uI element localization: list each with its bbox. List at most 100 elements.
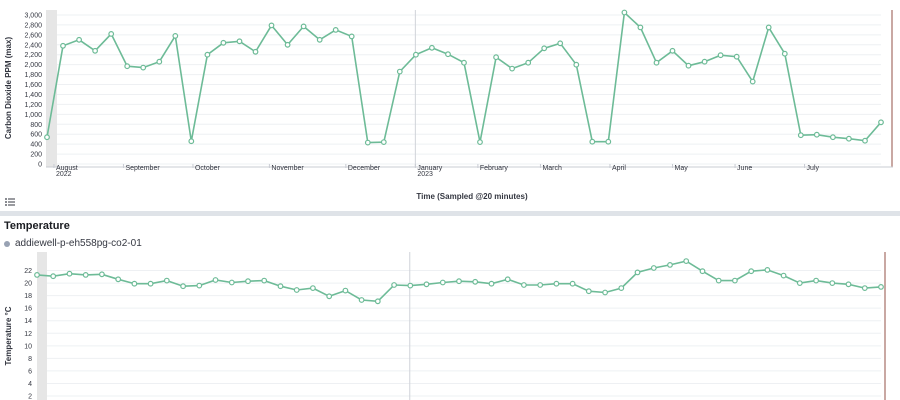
co2-y-tick-label: 2,400 <box>24 42 42 49</box>
co2-data-point <box>316 36 323 43</box>
co2-x-tick-label: December <box>348 165 381 172</box>
temp-data-point <box>861 285 868 291</box>
co2-data-point <box>701 58 708 65</box>
co2-y-tick-label: 2,800 <box>24 22 42 29</box>
co2-data-point <box>733 53 740 60</box>
temperature-chart: 2 4 6 8 10 12 14 16 18 20 22 Temperature °C <box>4 252 886 400</box>
co2-chart: 0 200 400 600 800 1,000 1,200 1,400 1,600 1,800 2,… <box>4 9 893 201</box>
temp-data-point <box>180 283 187 290</box>
co2-series-line <box>46 10 882 144</box>
co2-y-tick-label: 1,400 <box>24 92 42 99</box>
co2-x-tick-year: 2023 <box>417 171 433 178</box>
temp-y-tick-label: 10 <box>24 343 32 350</box>
co2-data-point <box>813 131 820 138</box>
co2-grid <box>47 14 881 165</box>
co2-data-point <box>413 51 419 58</box>
co2-data-point <box>493 54 500 61</box>
co2-x-tick-label: January <box>417 165 442 172</box>
section-divider <box>0 211 900 216</box>
co2-x-tick-label: May <box>675 165 689 172</box>
co2-x-tick-label: September <box>125 165 160 172</box>
co2-data-point <box>188 138 195 145</box>
temp-data-point <box>780 272 787 279</box>
co2-data-point <box>830 134 836 141</box>
co2-data-point <box>252 48 259 55</box>
co2-y-tick-label: 2,000 <box>24 62 42 69</box>
temperature-y-axis-ticks: 2 4 6 8 10 12 14 16 18 20 22 <box>24 268 32 400</box>
temp-data-point <box>439 279 446 286</box>
co2-x-tick-label: April <box>612 165 626 172</box>
co2-data-point <box>44 134 50 141</box>
co2-data-point <box>76 36 82 43</box>
co2-data-point <box>396 68 403 75</box>
temp-data-point <box>764 267 771 273</box>
co2-data-point <box>156 58 163 65</box>
co2-data-point <box>477 139 483 146</box>
temp-data-point <box>796 280 803 286</box>
temp-y-tick-label: 22 <box>24 268 32 275</box>
co2-data-point <box>332 27 339 33</box>
temperature-right-edge <box>884 252 886 400</box>
temp-y-tick-label: 2 <box>28 394 32 400</box>
co2-data-point <box>445 51 451 58</box>
co2-data-point <box>749 78 756 85</box>
temp-data-point <box>115 276 122 283</box>
temp-y-tick-label: 14 <box>24 318 32 325</box>
temp-data-point <box>147 280 154 287</box>
co2-selection-band <box>46 10 57 167</box>
temp-data-point <box>553 280 560 287</box>
co2-data-point <box>284 41 291 48</box>
temp-y-tick-label: 4 <box>28 381 32 388</box>
temp-data-point <box>245 278 251 285</box>
co2-y-tick-label: 400 <box>30 142 42 149</box>
co2-data-point <box>541 45 548 52</box>
co2-x-tick-label: October <box>195 165 221 172</box>
list-icon[interactable] <box>4 196 16 208</box>
co2-data-point <box>124 63 131 70</box>
temp-data-point <box>732 277 738 284</box>
temp-data-point <box>326 293 333 300</box>
temp-data-point <box>878 284 884 290</box>
temp-data-point <box>82 272 89 278</box>
co2-data-point <box>204 51 211 58</box>
co2-x-tick-label: August <box>56 165 78 172</box>
co2-data-point <box>637 24 644 31</box>
temp-data-point <box>521 282 527 288</box>
temp-data-point <box>212 277 219 283</box>
temp-y-tick-label: 12 <box>24 331 32 338</box>
temp-data-point <box>569 280 576 287</box>
temp-data-point <box>131 280 138 287</box>
co2-y-tick-label: 600 <box>30 132 42 139</box>
temp-data-point <box>585 288 592 295</box>
co2-y-axis-ticks: 0 200 400 600 800 1,000 1,200 1,400 1,600 1,800 2,… <box>24 13 42 169</box>
co2-data-point <box>685 62 692 69</box>
temperature-grid <box>37 270 881 397</box>
co2-data-point <box>461 59 467 66</box>
temp-data-point <box>748 268 755 275</box>
legend-item[interactable]: addiewell-p-eh558pg-co2-01 <box>4 238 142 249</box>
temp-data-point <box>342 287 349 294</box>
co2-data-point <box>797 132 804 139</box>
co2-y-tick-label: 1,000 <box>24 112 42 119</box>
co2-right-edge <box>891 10 893 167</box>
co2-x-tick-year: 2022 <box>56 171 72 178</box>
co2-x-tick-label: July <box>807 165 820 172</box>
co2-y-tick-label: 1,600 <box>24 82 42 89</box>
legend-label: addiewell-p-eh558pg-co2-01 <box>15 238 142 249</box>
temp-data-point <box>456 278 462 285</box>
co2-data-point <box>573 61 580 68</box>
temp-data-point <box>715 277 722 284</box>
co2-data-point <box>429 44 435 51</box>
temp-data-point <box>829 280 836 286</box>
co2-data-point <box>525 59 532 66</box>
co2-data-point <box>220 39 227 46</box>
co2-data-point <box>653 59 660 66</box>
temp-y-tick-label: 20 <box>24 281 32 288</box>
temperature-series-points <box>34 258 884 305</box>
temp-data-point <box>310 285 316 291</box>
temp-data-point <box>813 277 819 284</box>
co2-y-tick-label: 1,200 <box>24 102 42 109</box>
temp-data-point <box>50 273 57 280</box>
co2-data-point <box>862 137 868 144</box>
